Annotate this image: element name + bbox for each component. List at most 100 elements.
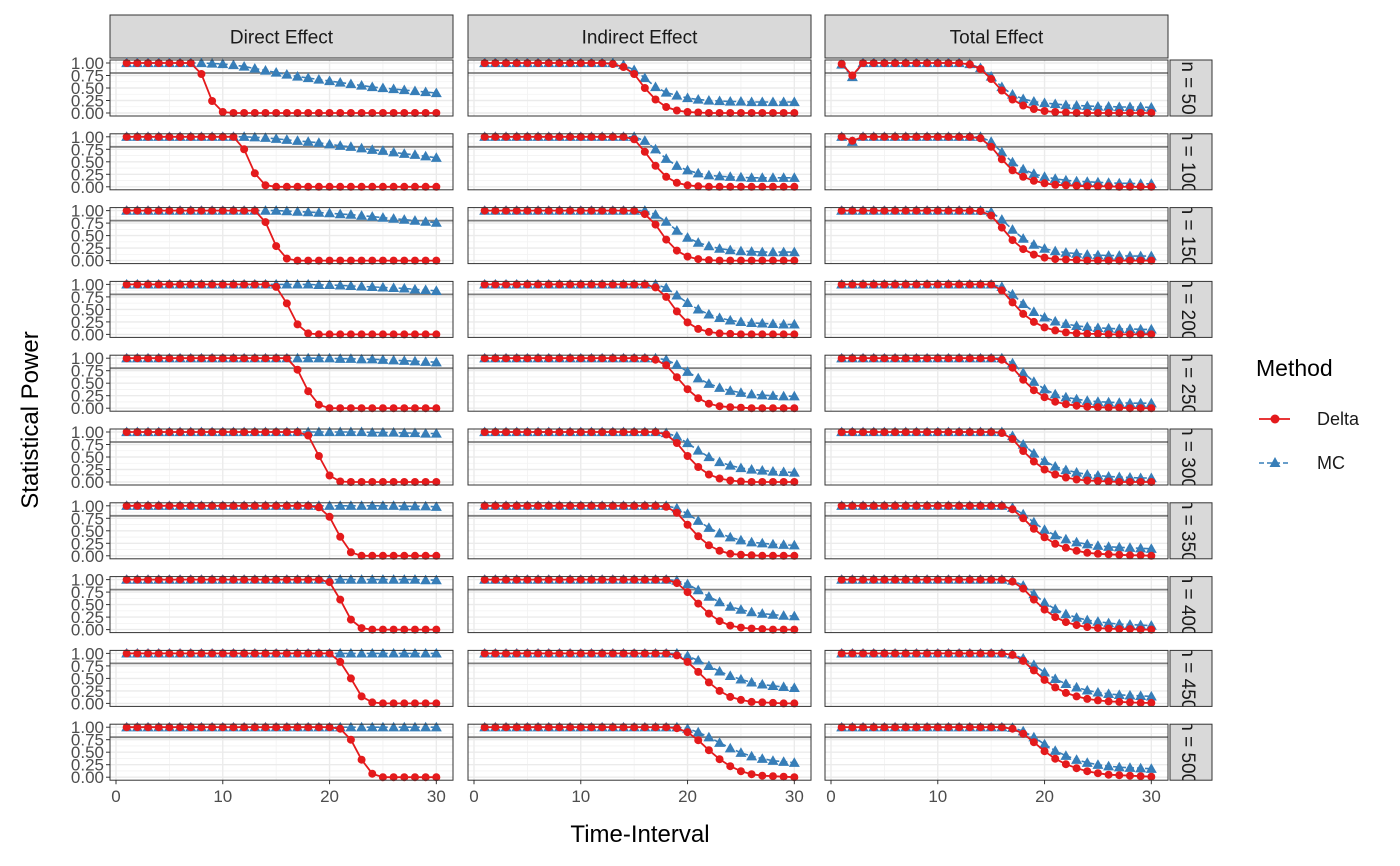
mc-point — [1113, 541, 1125, 552]
delta-point — [368, 256, 377, 265]
delta-point — [1029, 317, 1038, 326]
delta-point — [480, 428, 489, 436]
x-tick-label: 30 — [785, 787, 804, 806]
delta-point — [261, 181, 270, 190]
mc-point — [1103, 760, 1115, 771]
delta-point — [154, 280, 163, 289]
y-tick-label: 0.25 — [71, 165, 104, 184]
delta-point — [1061, 543, 1070, 552]
y-tick-label: 0.25 — [71, 682, 104, 701]
row-strip: n = 100 — [1169, 133, 1213, 191]
mc-point — [1124, 323, 1136, 334]
delta-point — [544, 649, 553, 658]
row-strip: n = 50 — [1169, 59, 1213, 117]
delta-point — [608, 575, 617, 584]
delta-point — [976, 723, 985, 732]
y-tick-label: 1.00 — [71, 54, 104, 73]
delta-point — [432, 256, 441, 265]
delta-point — [250, 169, 259, 178]
delta-point — [1061, 255, 1070, 264]
row-strip-label: n = 400 — [1177, 573, 1198, 637]
delta-point — [272, 109, 281, 117]
mc-point — [735, 316, 747, 327]
mc-point — [398, 574, 410, 584]
delta-point — [694, 667, 703, 676]
delta-point — [293, 320, 302, 329]
mc-point — [756, 465, 768, 475]
mc-point — [756, 678, 768, 689]
delta-point — [758, 330, 767, 339]
mc-point — [692, 94, 704, 104]
panel — [824, 278, 1169, 339]
delta-point — [1051, 470, 1060, 479]
delta-point — [704, 746, 713, 755]
mc-point — [703, 240, 715, 251]
panel-border — [109, 280, 454, 338]
delta-point — [122, 132, 131, 141]
delta-point — [555, 649, 564, 658]
delta-point — [389, 773, 398, 782]
delta-point — [758, 478, 767, 486]
delta-point — [208, 206, 217, 215]
delta-point — [272, 282, 281, 291]
delta-point — [837, 649, 846, 658]
delta-point — [997, 223, 1006, 232]
mc-point — [767, 538, 779, 549]
delta-point — [736, 695, 745, 704]
delta-point — [389, 551, 398, 560]
delta-point — [133, 132, 142, 141]
mc-point — [735, 534, 747, 545]
delta-point — [523, 354, 532, 363]
mc-point — [356, 647, 368, 658]
mc-point — [302, 206, 314, 217]
mc-point — [345, 721, 357, 732]
mc-point — [1007, 156, 1019, 167]
delta-point — [923, 428, 932, 436]
delta-point — [608, 280, 617, 289]
delta-point — [837, 354, 846, 363]
delta-point — [544, 132, 553, 141]
mc-point — [1081, 538, 1093, 549]
delta-point — [790, 182, 799, 191]
delta-point — [534, 501, 543, 510]
delta-point — [869, 575, 878, 584]
delta-point — [758, 698, 767, 707]
mc-point — [420, 284, 432, 295]
delta-point — [133, 723, 142, 732]
delta-point — [144, 206, 153, 215]
delta-point — [512, 132, 521, 141]
delta-point — [512, 428, 521, 436]
delta-point — [325, 512, 334, 521]
mc-point — [724, 601, 736, 611]
delta-point — [587, 575, 596, 584]
mc-point — [1017, 439, 1029, 449]
delta-point — [965, 501, 974, 510]
delta-point — [1083, 109, 1092, 117]
mc-point — [345, 647, 357, 658]
delta-point — [378, 182, 387, 191]
delta-point — [891, 59, 900, 67]
delta-point — [293, 649, 302, 658]
delta-point — [186, 132, 195, 141]
delta-point — [1061, 760, 1070, 769]
delta-point — [122, 428, 131, 436]
delta-point — [912, 501, 921, 510]
panel-border — [824, 280, 1169, 338]
mc-point — [746, 388, 758, 399]
delta-point — [944, 354, 953, 363]
mc-point — [788, 96, 800, 107]
panel — [467, 352, 812, 413]
delta-point — [165, 280, 174, 289]
mc-point — [671, 225, 683, 235]
delta-point — [965, 60, 974, 69]
mc-point — [1028, 659, 1040, 670]
mc-point — [420, 500, 432, 511]
delta-point — [576, 501, 585, 510]
delta-point — [736, 109, 745, 117]
delta-point — [997, 155, 1006, 164]
delta-point — [640, 428, 649, 436]
delta-point — [1040, 605, 1049, 614]
mc-point — [1049, 461, 1061, 471]
mc-point — [409, 427, 421, 438]
delta-point — [1072, 475, 1081, 484]
